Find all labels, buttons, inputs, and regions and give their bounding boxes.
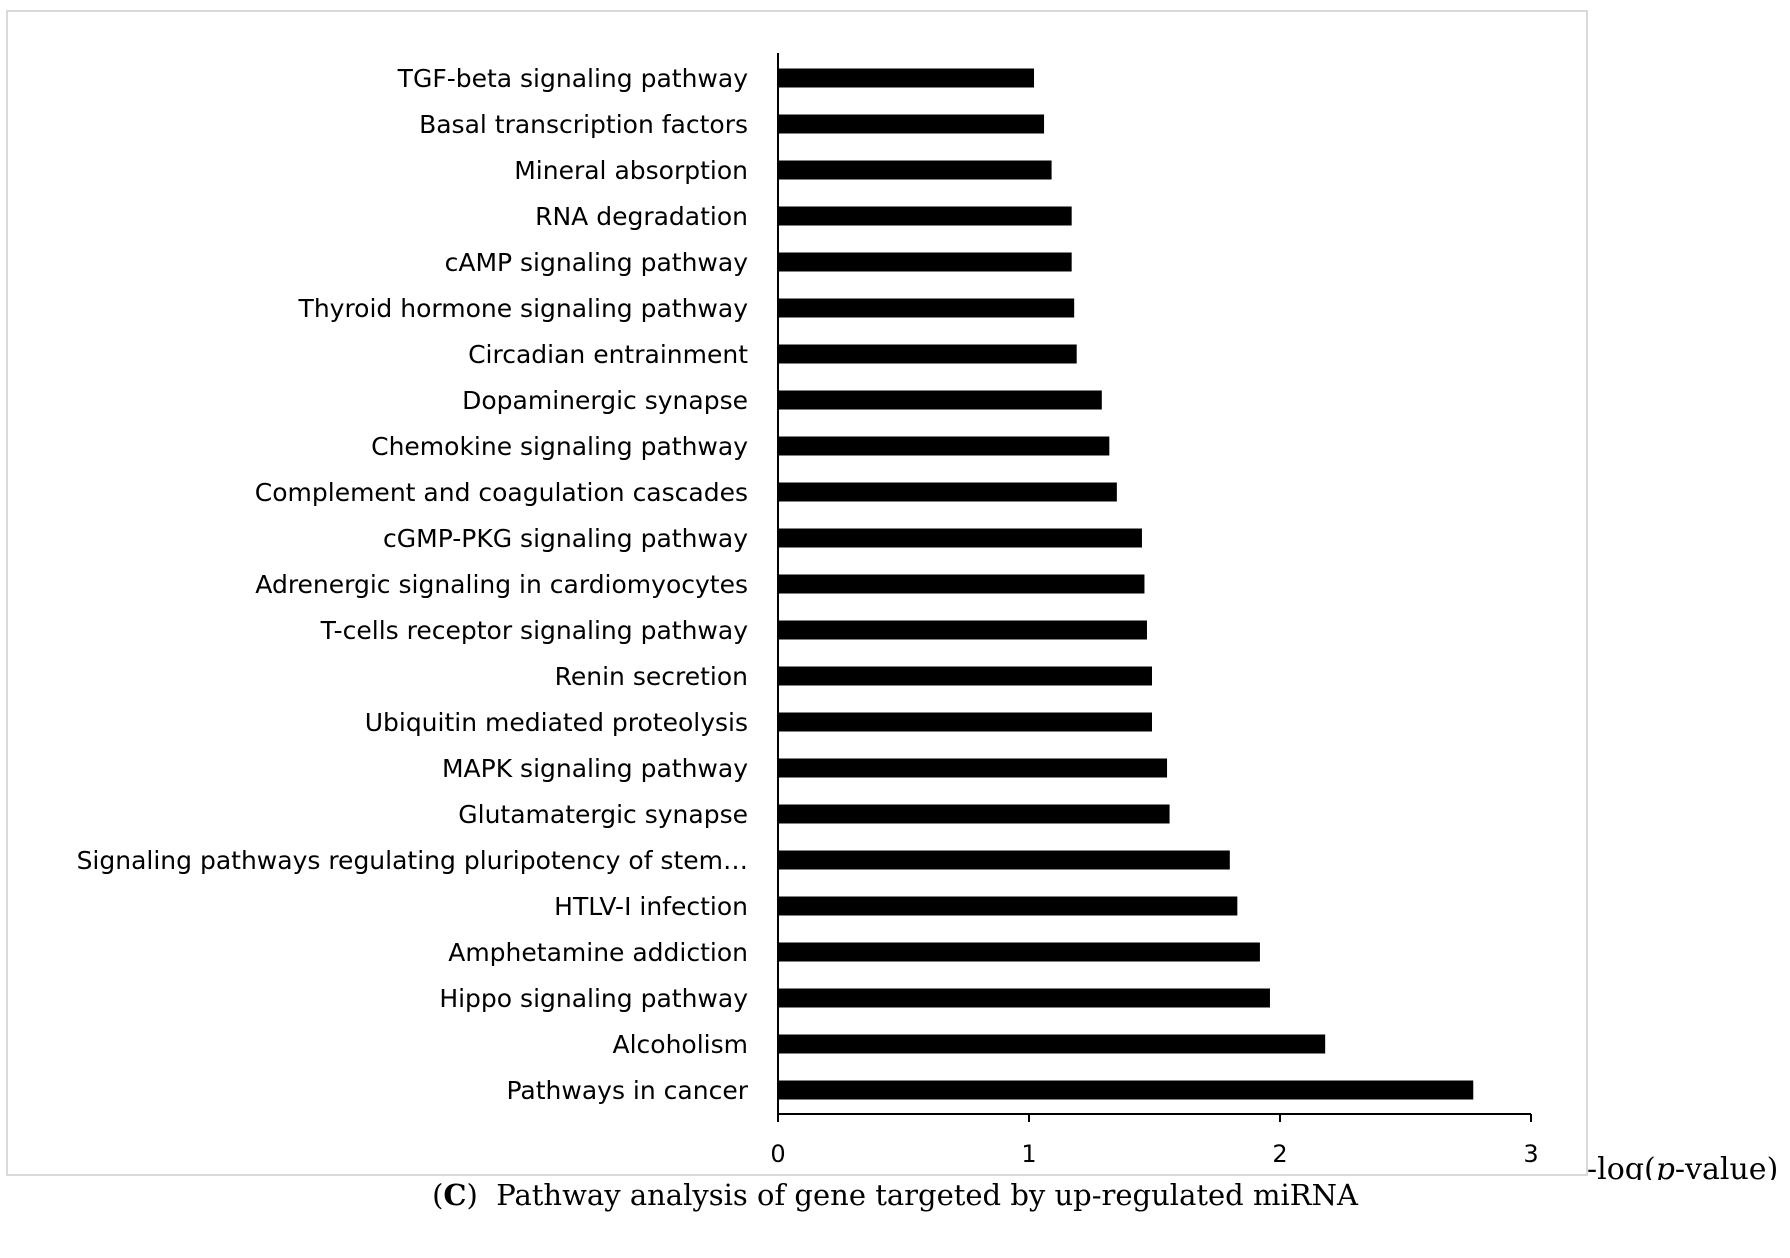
category-label: Alcoholism xyxy=(613,1030,749,1059)
figure-caption: (C) Pathway analysis of gene targeted by… xyxy=(0,1178,1790,1212)
x-tick-label: 3 xyxy=(1523,1140,1538,1168)
caption-letter: C xyxy=(443,1178,467,1212)
bar xyxy=(778,436,1110,456)
x-tick-label: 2 xyxy=(1272,1140,1287,1168)
bar-chart: TGF-beta signaling pathway Basal transcri… xyxy=(77,53,1778,1180)
caption-close: ) xyxy=(466,1178,478,1212)
category-label: Pathways in cancer xyxy=(506,1076,748,1105)
category-label: Chemokine signaling pathway xyxy=(371,432,748,461)
bar xyxy=(778,988,1270,1008)
bar xyxy=(778,390,1102,410)
x-tick-label: 1 xyxy=(1021,1140,1036,1168)
category-label: Glutamatergic synapse xyxy=(458,800,748,829)
category-label: cAMP signaling pathway xyxy=(445,248,749,277)
bar xyxy=(778,344,1077,364)
category-label: Ubiquitin mediated proteolysis xyxy=(365,708,748,737)
category-label: cGMP-PKG signaling pathway xyxy=(383,524,748,553)
bar xyxy=(778,758,1168,778)
caption-text: Pathway analysis of gene targeted by up-… xyxy=(496,1178,1358,1212)
category-label: Amphetamine addiction xyxy=(448,938,748,967)
bar xyxy=(778,1034,1326,1054)
x-axis-title: -log(p-value) xyxy=(1587,1152,1778,1180)
bar xyxy=(778,896,1238,916)
bar xyxy=(778,850,1230,870)
x-tick-label: 0 xyxy=(770,1140,785,1168)
bar xyxy=(778,114,1045,134)
bar xyxy=(778,206,1072,226)
bar xyxy=(778,68,1035,88)
category-label: RNA degradation xyxy=(535,202,748,231)
bar xyxy=(778,574,1145,594)
category-label: T-cells receptor signaling pathway xyxy=(320,616,749,645)
bar xyxy=(778,712,1152,732)
category-label: Thyroid hormone signaling pathway xyxy=(298,294,749,323)
x-axis-title-suffix: -value) xyxy=(1675,1152,1778,1180)
bar xyxy=(778,528,1142,548)
category-label: TGF-beta signaling pathway xyxy=(397,64,749,93)
x-axis-title-prefix: -log( xyxy=(1587,1152,1656,1180)
category-label: Basal transcription factors xyxy=(419,110,748,139)
category-label: Hippo signaling pathway xyxy=(439,984,748,1013)
x-axis-title-italic: p xyxy=(1656,1152,1675,1180)
category-label: Dopaminergic synapse xyxy=(462,386,748,415)
bar xyxy=(778,804,1170,824)
bar xyxy=(778,160,1052,180)
category-labels: TGF-beta signaling pathway Basal transcri… xyxy=(77,64,749,1105)
bar xyxy=(778,482,1117,502)
bar xyxy=(778,666,1152,686)
bar xyxy=(778,620,1147,640)
bar xyxy=(778,942,1260,962)
category-label: MAPK signaling pathway xyxy=(442,754,748,783)
category-label: Circadian entrainment xyxy=(468,340,748,369)
bar xyxy=(778,298,1075,318)
category-label: Signaling pathways regulating pluripoten… xyxy=(77,846,748,875)
chart-frame xyxy=(6,10,1588,1176)
bar xyxy=(778,1080,1474,1100)
category-label: Renin secretion xyxy=(555,662,748,691)
category-label: Mineral absorption xyxy=(514,156,748,185)
x-axis-ticks: 0 1 2 3 xyxy=(770,1114,1539,1168)
caption-open: ( xyxy=(432,1178,444,1212)
category-label: HTLV-I infection xyxy=(554,892,748,921)
bar xyxy=(778,252,1072,272)
category-label: Adrenergic signaling in cardiomyocytes xyxy=(255,570,748,599)
category-label: Complement and coagulation cascades xyxy=(255,478,748,507)
bars-group xyxy=(778,68,1474,1100)
